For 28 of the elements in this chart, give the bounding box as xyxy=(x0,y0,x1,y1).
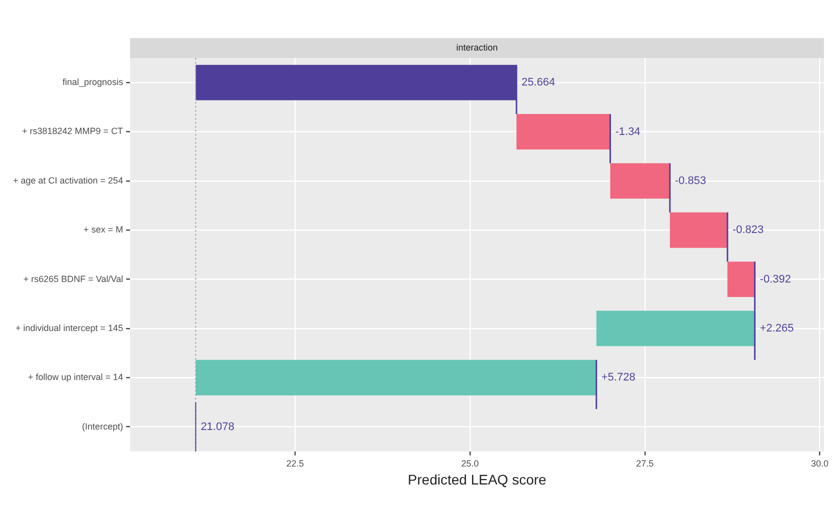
bar xyxy=(670,212,728,248)
chart-title: interaction xyxy=(456,42,498,52)
data-label: -0.853 xyxy=(674,174,706,187)
y-tick-label: + individual intercept = 145 xyxy=(15,322,124,333)
y-tick-label: + rs6265 BDNF = Val/Val xyxy=(23,274,124,284)
bar xyxy=(196,360,596,396)
data-label: -0.392 xyxy=(760,273,792,286)
bar xyxy=(516,114,610,150)
y-tick-label: + follow up interval = 14 xyxy=(28,372,124,382)
y-tick-label: + age at CI activation = 254 xyxy=(12,175,124,186)
y-tick-label: (Intercept) xyxy=(82,421,124,432)
y-tick-label: + sex = M xyxy=(84,224,124,235)
x-tick-label: 27.5 xyxy=(636,458,654,468)
bar xyxy=(596,310,755,346)
y-tick-label: + rs3818242 MMP9 = CT xyxy=(22,126,124,136)
x-tick-label: 22.5 xyxy=(286,458,304,468)
data-label: -1.34 xyxy=(615,126,640,138)
x-axis-title: Predicted LEAQ score xyxy=(408,471,547,488)
x-tick-label: 25.0 xyxy=(461,458,479,468)
data-label: 25.664 xyxy=(521,76,556,89)
data-label: +5.728 xyxy=(601,372,636,384)
y-tick-label: final_prognosis xyxy=(62,77,124,88)
x-tick-label: 30.0 xyxy=(811,458,829,468)
data-label: -0.823 xyxy=(732,224,764,236)
data-label: +2.265 xyxy=(760,322,794,334)
bar xyxy=(610,163,670,199)
ref-line-label: 21.078 xyxy=(200,420,234,433)
bar xyxy=(727,262,755,297)
